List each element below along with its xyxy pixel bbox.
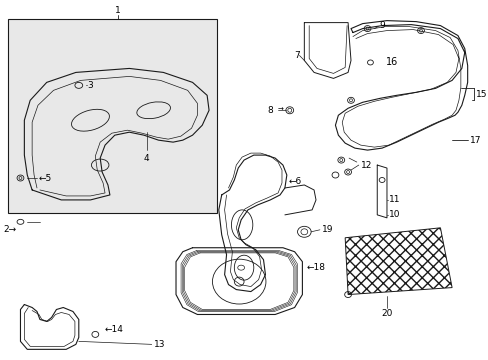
Text: 13: 13: [153, 340, 165, 349]
Text: 2→: 2→: [3, 225, 17, 234]
Text: ←5: ←5: [39, 174, 52, 183]
Text: 3: 3: [87, 81, 93, 90]
Text: 10: 10: [388, 210, 400, 219]
Text: 16: 16: [385, 58, 397, 67]
Text: ←6: ←6: [288, 177, 302, 186]
Text: 11: 11: [388, 195, 400, 204]
Text: 19: 19: [321, 225, 333, 234]
Text: 15: 15: [475, 90, 487, 99]
Text: ←18: ←18: [305, 263, 325, 272]
Text: 17: 17: [468, 136, 480, 145]
Text: →: →: [278, 107, 284, 113]
Text: 4: 4: [144, 154, 149, 163]
Text: 7: 7: [293, 51, 299, 60]
Text: 12: 12: [360, 161, 371, 170]
Text: 9: 9: [378, 21, 384, 30]
Text: 20: 20: [381, 310, 392, 319]
Text: 1: 1: [115, 6, 121, 15]
Text: 8: 8: [267, 106, 273, 115]
Bar: [8, 19, 216, 213]
Text: ←14: ←14: [105, 325, 123, 334]
